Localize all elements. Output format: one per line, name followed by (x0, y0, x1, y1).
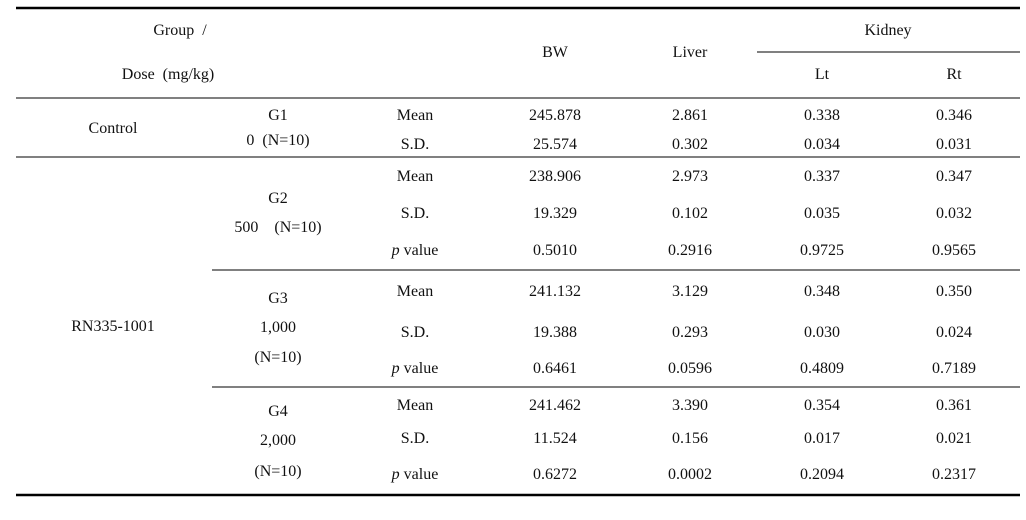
cell-value: 238.906 (529, 168, 581, 185)
cell-value: 241.462 (529, 397, 581, 414)
cell-value: 0.7189 (932, 360, 976, 377)
cell-value: 0.4809 (800, 360, 844, 377)
cell-value: 0.017 (804, 430, 840, 447)
cell-value: 19.388 (533, 324, 577, 341)
cell-value: 0.350 (936, 283, 972, 300)
cell-value: 0.5010 (533, 242, 577, 259)
cell-value: 0.2094 (800, 466, 844, 483)
cell-value: 0.102 (672, 205, 708, 222)
cell-value: 0.0596 (668, 360, 712, 377)
cell-value: 0.034 (804, 136, 840, 153)
cell-value: 19.329 (533, 205, 577, 222)
cell-value: 0.354 (804, 397, 840, 414)
cell-value: 0.348 (804, 283, 840, 300)
stat-label: p value (391, 360, 439, 377)
group-name: Control (88, 120, 138, 137)
subgroup-label: (N=10) (254, 349, 302, 366)
stat-label: Mean (396, 397, 434, 414)
stat-label: S.D. (400, 324, 430, 341)
stat-label: p value (391, 466, 439, 483)
subgroup-label: 0 (N=10) (246, 132, 310, 149)
header-group: Group / (153, 22, 207, 39)
cell-value: 0.9565 (932, 242, 976, 259)
cell-value: 0.031 (936, 136, 972, 153)
header-kidney: Kidney (864, 22, 912, 39)
stat-label: Mean (396, 283, 434, 300)
cell-value: 3.390 (672, 397, 708, 414)
subgroup-label: G3 (268, 290, 288, 307)
stat-label: p value (391, 242, 439, 259)
cell-value: 11.524 (533, 430, 577, 447)
subgroup-label: 1,000 (260, 319, 296, 336)
cell-value: 25.574 (533, 136, 577, 153)
stat-label: Mean (396, 107, 434, 124)
cell-value: 0.6272 (533, 466, 577, 483)
cell-value: 0.302 (672, 136, 708, 153)
header-dose: Dose (mg/kg) (121, 66, 215, 83)
stat-label: S.D. (400, 430, 430, 447)
group-name: RN335-1001 (71, 318, 155, 335)
cell-value: 0.337 (804, 168, 840, 185)
cell-value: 2.861 (672, 107, 708, 124)
cell-value: 245.878 (529, 107, 581, 124)
header-sub: Lt (814, 66, 830, 83)
subgroup-label: 2,000 (260, 432, 296, 449)
cell-value: 0.156 (672, 430, 708, 447)
subgroup-label: G2 (268, 190, 288, 207)
cell-value: 0.032 (936, 205, 972, 222)
cell-value: 0.338 (804, 107, 840, 124)
cell-value: 3.129 (672, 283, 708, 300)
cell-value: 0.6461 (533, 360, 577, 377)
header-column: Liver (672, 44, 708, 61)
header-sub: Rt (946, 66, 962, 83)
cell-value: 0.9725 (800, 242, 844, 259)
subgroup-label: 500 (N=10) (234, 219, 322, 236)
cell-value: 0.293 (672, 324, 708, 341)
cell-value: 0.347 (936, 168, 972, 185)
stat-label: S.D. (400, 136, 430, 153)
header-column: BW (542, 44, 568, 61)
cell-value: 0.021 (936, 430, 972, 447)
cell-value: 2.973 (672, 168, 708, 185)
subgroup-label: G4 (268, 403, 288, 420)
cell-value: 0.346 (936, 107, 972, 124)
stat-label: Mean (396, 168, 434, 185)
cell-value: 0.024 (936, 324, 972, 341)
cell-value: 0.030 (804, 324, 840, 341)
subgroup-label: G1 (268, 107, 288, 124)
cell-value: 0.361 (936, 397, 972, 414)
stat-label: S.D. (400, 205, 430, 222)
subgroup-label: (N=10) (254, 463, 302, 480)
cell-value: 0.035 (804, 205, 840, 222)
cell-value: 241.132 (529, 283, 581, 300)
cell-value: 0.0002 (668, 466, 712, 483)
cell-value: 0.2916 (668, 242, 712, 259)
cell-value: 0.2317 (932, 466, 976, 483)
